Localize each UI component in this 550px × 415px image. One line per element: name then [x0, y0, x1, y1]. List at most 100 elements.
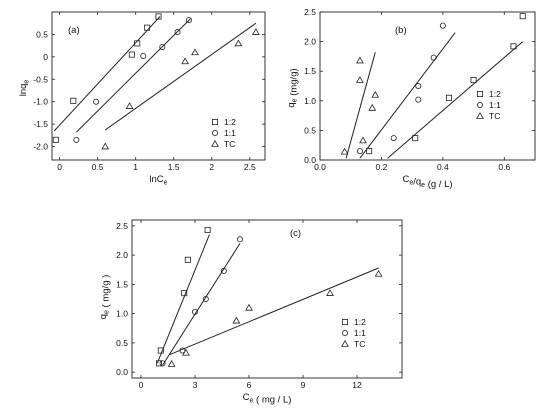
- legend-label: TC: [354, 339, 365, 349]
- data-point: [234, 39, 243, 47]
- x-tick-label: 2.5: [244, 162, 256, 172]
- plot-frame: [319, 11, 536, 161]
- x-tick: 2.5: [244, 12, 256, 172]
- x-tick: 0.4: [437, 12, 449, 172]
- x-tick: 0.5: [92, 12, 104, 172]
- fit-line: [387, 41, 524, 159]
- y-tick-label: 0.5: [36, 29, 48, 39]
- y-tick: 2.0: [116, 250, 402, 260]
- x-tick-label: 1: [133, 162, 138, 172]
- x-tick-label: 0: [139, 380, 144, 390]
- y-tick: 1.0: [304, 96, 535, 106]
- y-tick-label: 1.0: [116, 309, 128, 319]
- legend-label: 1:2: [354, 317, 366, 327]
- y-tick: -1.5: [33, 119, 265, 129]
- series-1-2: [155, 226, 211, 367]
- data-point: [470, 77, 477, 84]
- data-point: [140, 52, 147, 59]
- x-axis-label: Ce ( mg / L): [243, 392, 292, 406]
- fit-line: [169, 267, 379, 356]
- legend: 1:21:1TC: [476, 89, 501, 121]
- legend-label: TC: [489, 111, 500, 121]
- fit-line: [156, 234, 210, 364]
- panel-label: (b): [395, 25, 407, 36]
- series-1-1: [356, 22, 456, 159]
- data-point: [415, 83, 422, 90]
- legend-label: 1:2: [224, 117, 236, 127]
- y-tick: 2.5: [116, 221, 402, 231]
- data-point: [340, 147, 349, 155]
- x-tick: 0: [57, 12, 62, 172]
- legend-label: TC: [224, 139, 235, 149]
- x-tick: 0: [139, 220, 144, 390]
- data-point: [185, 17, 192, 24]
- y-axis-label: lnqe: [18, 80, 31, 97]
- x-tick-label: 0.2: [376, 162, 388, 172]
- x-tick-label: 12: [352, 380, 362, 390]
- y-tick-label: 2.0: [116, 250, 128, 260]
- plot-frame: [131, 219, 403, 379]
- legend-marker: [341, 329, 348, 336]
- y-tick: 0: [43, 52, 265, 62]
- data-point: [182, 348, 190, 356]
- y-axis-label: qe (mg/g): [286, 68, 300, 107]
- y-tick-label: 2.0: [304, 37, 316, 47]
- data-point: [356, 56, 364, 64]
- y-tick-label: 1.5: [304, 66, 316, 76]
- panel-label: (a): [68, 25, 80, 36]
- fit-line: [53, 16, 161, 132]
- legend-marker: [476, 91, 483, 98]
- plot-frame: [51, 11, 266, 161]
- x-axis-label: lnCe: [149, 174, 167, 187]
- legend-marker: [476, 102, 483, 109]
- data-point: [204, 226, 211, 233]
- fit-line: [162, 243, 241, 366]
- legend-marker: [211, 129, 218, 136]
- legend-marker: [211, 119, 218, 126]
- legend-marker: [476, 111, 484, 119]
- y-tick-label: 0.0: [116, 367, 128, 377]
- y-tick: -0.5: [33, 74, 265, 84]
- data-point: [73, 136, 80, 143]
- y-tick-label: 1.5: [116, 279, 128, 289]
- data-point: [374, 269, 383, 277]
- data-point: [181, 290, 188, 297]
- legend-marker: [341, 339, 349, 347]
- legend: 1:21:1TC: [211, 117, 236, 149]
- y-tick-label: 1.0: [304, 96, 316, 106]
- y-tick-label: -1.5: [33, 119, 48, 129]
- legend: 1:21:1TC: [341, 317, 366, 349]
- x-tick: 3: [193, 220, 198, 390]
- data-point: [155, 13, 162, 20]
- y-tick: -1.0: [33, 97, 265, 107]
- data-point: [439, 22, 446, 29]
- y-tick-label: 0.5: [116, 338, 128, 348]
- data-point: [415, 96, 422, 103]
- data-point: [157, 347, 164, 354]
- x-tick: 0.6: [498, 12, 510, 172]
- series-tc: [340, 52, 380, 159]
- data-point: [232, 316, 241, 324]
- data-point: [356, 148, 363, 155]
- series-1-2: [52, 13, 162, 143]
- data-point: [245, 303, 253, 311]
- chart-panel-1: 0 0.5 1 1.5 2 2.5 -2.0 -1.5 -1.0 -0.5 0 0.5 lnCe lnqe…: [18, 11, 266, 187]
- data-point: [412, 135, 419, 142]
- y-tick: 2.5: [304, 7, 535, 17]
- series-1-2: [366, 13, 526, 159]
- data-point: [430, 54, 437, 61]
- y-tick: 0.0: [304, 155, 535, 165]
- data-point: [174, 29, 181, 36]
- y-tick: 0.0: [116, 367, 402, 377]
- data-point: [191, 48, 199, 56]
- y-tick: 0.5: [304, 125, 535, 135]
- data-point: [167, 359, 176, 367]
- series-1-1: [73, 17, 192, 143]
- data-point: [445, 94, 452, 101]
- x-tick-label: 0.6: [498, 162, 510, 172]
- data-point: [251, 28, 260, 35]
- y-tick: 1.5: [304, 66, 535, 76]
- x-tick-label: 3: [193, 380, 198, 390]
- panel-label: (c): [290, 228, 301, 239]
